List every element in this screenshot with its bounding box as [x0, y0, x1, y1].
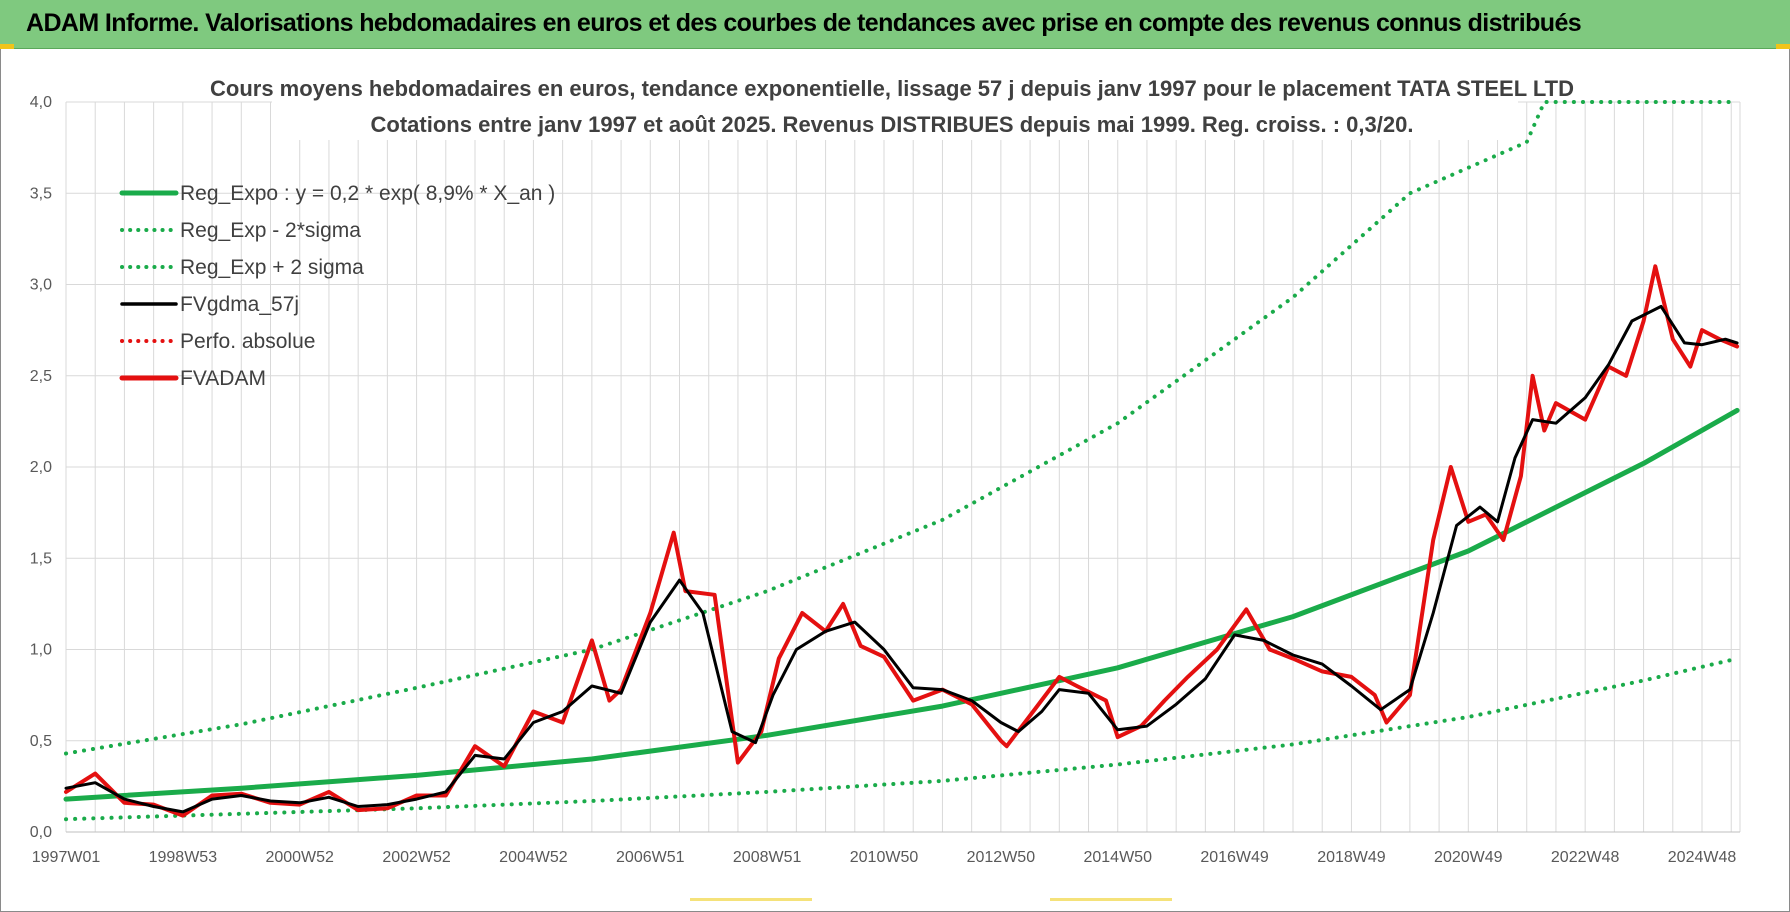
legend-label: FVgdma_57j	[180, 293, 299, 316]
chart-series	[63, 100, 1740, 822]
legend-label: Reg_Expo : y = 0,2 * exp( 8,9% * X_an )	[180, 182, 555, 205]
legend-label: Reg_Exp + 2 sigma	[180, 256, 364, 279]
page-title: ADAM Informe. Valorisations hebdomadaire…	[26, 9, 1582, 37]
x-tick-label: 2016W49	[1200, 849, 1269, 866]
y-tick-label: 0,0	[30, 824, 52, 841]
x-tick-label: 2002W52	[382, 849, 451, 866]
series-line	[64, 304, 1739, 814]
x-tick-label: 1998W53	[149, 849, 218, 866]
series-line	[63, 407, 1740, 802]
bottom-marker	[690, 898, 812, 901]
x-tick-label: 2014W50	[1083, 849, 1152, 866]
series-line	[64, 100, 1740, 756]
x-tick-label: 2022W48	[1551, 849, 1620, 866]
x-tick-label: 2008W51	[733, 849, 802, 866]
x-tick-label: 2024W48	[1668, 849, 1737, 866]
chart-title: Cours moyens hebdomadaires en euros, ten…	[210, 76, 1574, 101]
x-tick-label: 2012W50	[967, 849, 1036, 866]
legend-label: Reg_Exp - 2*sigma	[180, 219, 361, 242]
bottom-marker	[1050, 898, 1172, 901]
y-tick-label: 4,0	[30, 94, 52, 111]
y-axis: 0,0 0,5 1,0 1,5 2,0 2,5 3,0 3,5 4,0	[30, 94, 1740, 841]
x-tick-label: 2020W49	[1434, 849, 1503, 866]
legend: Reg_Expo : y = 0,2 * exp( 8,9% * X_an ) R…	[119, 182, 555, 390]
title-background	[272, 74, 1518, 140]
legend-label: Perfo. absolue	[180, 330, 315, 353]
x-tick-label: 2000W52	[265, 849, 334, 866]
y-tick-label: 0,5	[30, 733, 52, 750]
corner-marker	[0, 44, 14, 49]
y-tick-label: 1,0	[30, 642, 52, 659]
y-tick-label: 3,5	[30, 185, 52, 202]
chart-subtitle: Cotations entre janv 1997 et août 2025. …	[371, 112, 1414, 137]
y-tick-label: 3,0	[30, 277, 52, 294]
corner-marker	[1776, 44, 1790, 49]
y-tick-label: 1,5	[30, 550, 52, 567]
x-tick-label: 2006W51	[616, 849, 685, 866]
header-bar: ADAM Informe. Valorisations hebdomadaire…	[0, 0, 1790, 49]
x-axis: 1997W01 1998W53 2000W52 2002W52 2004W52 2006W…	[32, 849, 1737, 866]
x-tick-label: 2004W52	[499, 849, 568, 866]
x-tick-label: 1997W01	[32, 849, 101, 866]
grid-lines	[65, 101, 1741, 833]
y-tick-label: 2,0	[30, 459, 52, 476]
series-line	[64, 264, 1740, 818]
x-tick-label: 2018W49	[1317, 849, 1386, 866]
x-tick-label: 2010W50	[850, 849, 919, 866]
legend-label: FVADAM	[180, 367, 266, 390]
y-tick-label: 2,5	[30, 368, 52, 385]
